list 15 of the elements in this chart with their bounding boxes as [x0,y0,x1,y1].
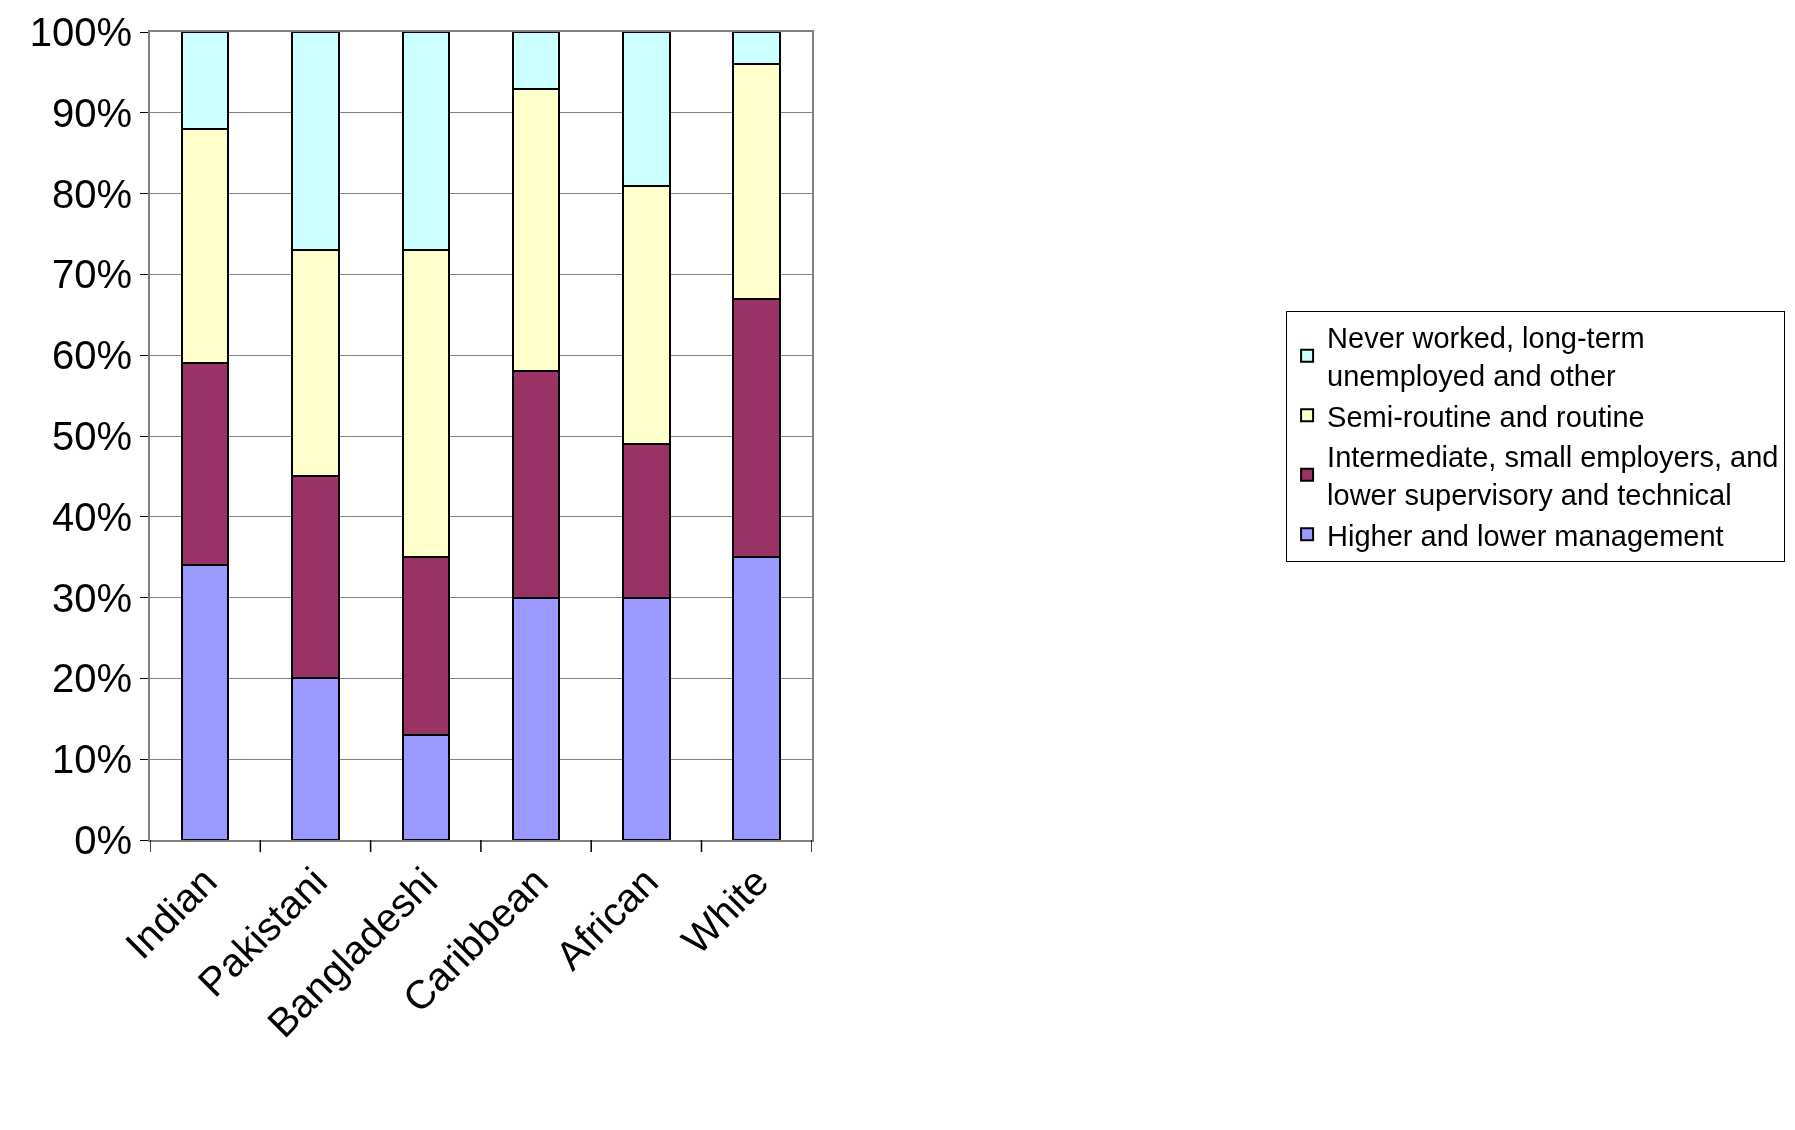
legend-label: Never worked, long-term unemployed and other [1327,322,1645,392]
legend-label: Intermediate, small employers, and lower supervisory and technical [1327,441,1779,511]
y-tick-label: 100% [29,10,132,54]
y-tick-label: 30% [51,575,132,620]
y-tick-label: 50% [51,414,132,458]
y-tick-label: 70% [51,252,132,297]
legend-label: Higher and lower management [1327,519,1724,552]
y-tick-label: 90% [51,90,132,135]
y-tick-label: 0% [74,818,132,862]
y-tick-label: 20% [51,656,132,701]
y-tick-label: 40% [51,494,132,539]
legend-label: Semi-routine and routine [1327,400,1645,433]
y-tick-label: 10% [51,737,132,782]
y-tick-label: 80% [51,171,132,216]
y-tick-label: 60% [51,333,132,378]
